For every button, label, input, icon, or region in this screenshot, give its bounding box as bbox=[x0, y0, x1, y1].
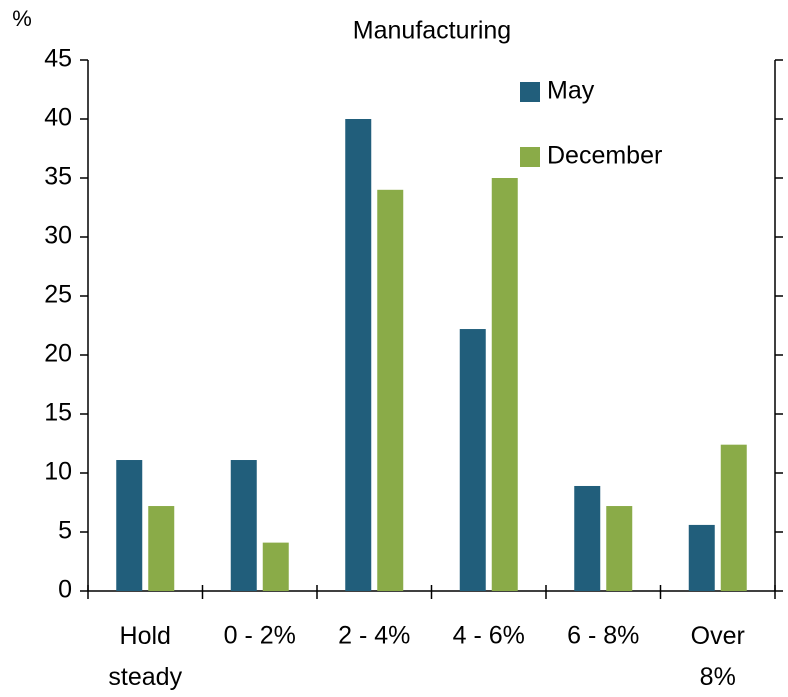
legend-swatch bbox=[520, 82, 540, 102]
y-tick-label: 15 bbox=[44, 399, 72, 427]
x-tick-label: Hold steady bbox=[108, 622, 182, 691]
bar bbox=[574, 485, 601, 591]
y-tick-label: 35 bbox=[44, 163, 72, 191]
chart-title: Manufacturing bbox=[353, 17, 511, 45]
legend-swatch bbox=[520, 147, 540, 167]
x-tick-label: 4 - 6% bbox=[453, 622, 525, 650]
bar bbox=[688, 524, 715, 591]
x-tick-label: 6 - 8% bbox=[567, 622, 639, 650]
bar bbox=[720, 444, 747, 591]
y-tick-label: 5 bbox=[58, 517, 72, 545]
bar bbox=[377, 189, 404, 592]
y-tick-label: 45 bbox=[44, 45, 72, 73]
bar bbox=[262, 542, 289, 591]
y-tick-label: 25 bbox=[44, 281, 72, 309]
x-tick-label: Over 8% bbox=[691, 622, 745, 691]
bar bbox=[606, 506, 633, 591]
y-tick-label: 30 bbox=[44, 222, 72, 250]
bar bbox=[230, 460, 257, 591]
y-tick-label: 20 bbox=[44, 340, 72, 368]
x-tick-label: 0 - 2% bbox=[224, 622, 296, 650]
y-tick-label: 0 bbox=[58, 576, 72, 604]
bar bbox=[345, 119, 372, 591]
legend-label: December bbox=[547, 142, 662, 170]
bar bbox=[116, 460, 143, 591]
y-tick-label: 10 bbox=[44, 458, 72, 486]
bar bbox=[459, 329, 486, 591]
x-tick-label: 2 - 4% bbox=[338, 622, 410, 650]
legend-label: May bbox=[547, 77, 595, 105]
bar bbox=[491, 178, 518, 591]
bar bbox=[148, 506, 175, 591]
y-axis-label: % bbox=[12, 6, 32, 31]
y-tick-label: 40 bbox=[44, 104, 72, 132]
